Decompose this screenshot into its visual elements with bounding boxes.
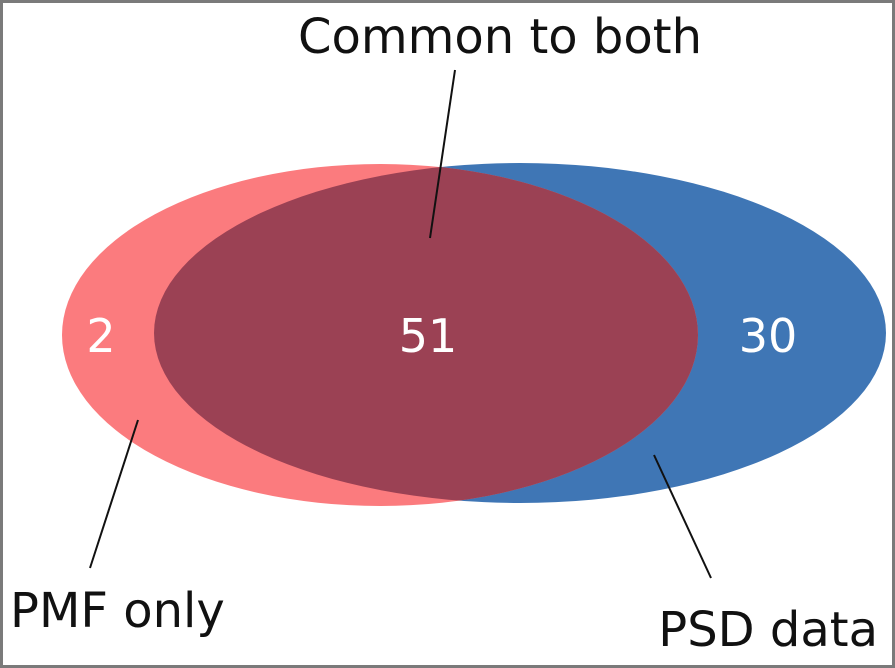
pmf-only-leader-line <box>89 419 139 569</box>
psd-only-count: 30 <box>739 309 798 363</box>
pmf-only-count: 2 <box>86 309 115 363</box>
psd-data-leader-line <box>653 454 712 579</box>
psd-data-label: PSD data <box>658 602 878 658</box>
common-count: 51 <box>399 309 458 363</box>
overlap-region <box>154 164 698 503</box>
common-to-both-label: Common to both <box>298 9 702 65</box>
pmf-only-label: PMF only <box>10 583 225 639</box>
common-leader-line <box>429 69 456 239</box>
